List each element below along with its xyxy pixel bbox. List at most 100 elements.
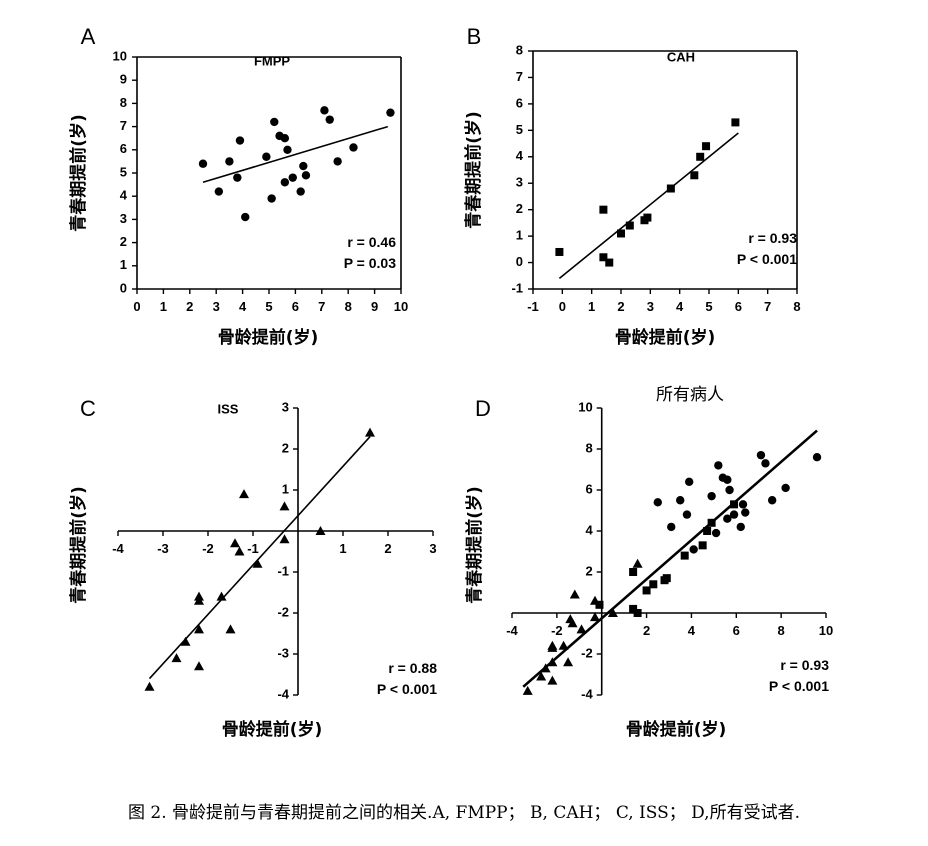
y-tick-label: 3	[282, 399, 289, 414]
x-tick-label: 5	[705, 299, 712, 314]
data-point-square	[696, 152, 705, 161]
stat-label: P < 0.001	[737, 251, 797, 267]
data-point-circle	[325, 115, 334, 124]
data-point-circle	[288, 173, 297, 182]
data-point-triangle	[536, 671, 547, 681]
data-point-circle	[320, 106, 329, 115]
x-tick-label: 3	[213, 299, 220, 314]
data-point-triangle	[239, 489, 249, 499]
y-tick-label: 4	[120, 188, 128, 203]
y-axis-label: 青春期提前(岁)	[68, 114, 89, 232]
data-point-circle	[723, 475, 732, 484]
data-point-circle	[781, 483, 790, 493]
y-tick-label: 5	[120, 164, 127, 179]
stat-label: P < 0.001	[377, 681, 437, 697]
panel-a: A 0 1 2 3 4 5 6 7 8 9 10 0 1 2 3 4 5 6 7 8 9 10 FMPP r = 0.46 P =…	[68, 24, 408, 348]
y-tick-label: 2	[516, 201, 523, 216]
data-point-square	[625, 221, 634, 230]
y-tick-label: -1	[277, 563, 289, 578]
y-tick-label: 3	[516, 175, 523, 190]
stat-label: r = 0.88	[388, 660, 437, 676]
data-point-square	[662, 574, 671, 583]
data-point-triangle	[180, 636, 191, 646]
stat-label: P = 0.03	[344, 255, 397, 271]
data-point-circle	[386, 108, 395, 117]
stat-label: r = 0.93	[748, 230, 797, 246]
x-axis-label: 骨龄提前(岁)	[626, 719, 727, 740]
x-tick-label: -3	[157, 541, 169, 556]
data-point-square	[702, 142, 711, 151]
x-tick-label: 7	[764, 299, 771, 314]
x-tick-label: 4	[676, 299, 684, 314]
y-tick-label: 8	[516, 42, 523, 57]
panel-letter: B	[467, 24, 482, 49]
data-point-triangle	[589, 595, 600, 605]
y-tick-label: 1	[282, 481, 289, 496]
x-tick-label: 4	[688, 623, 696, 638]
y-tick-label: 1	[516, 228, 523, 243]
data-point-square	[629, 604, 638, 613]
x-tick-label: 8	[345, 299, 352, 314]
data-point-triangle	[315, 526, 326, 535]
data-point-triangle	[279, 534, 290, 544]
data-point-circle	[711, 528, 721, 538]
data-point-circle	[270, 117, 279, 127]
x-tick-label: 8	[778, 623, 785, 638]
data-point-circle	[676, 496, 685, 505]
data-point-square	[680, 551, 689, 560]
x-tick-label: -4	[112, 541, 124, 556]
panel-letter: C	[80, 396, 96, 421]
data-point-square	[629, 568, 638, 576]
y-tick-label: 2	[585, 563, 592, 578]
x-tick-label: -2	[202, 541, 214, 556]
data-point-square	[617, 229, 625, 238]
data-point-square	[599, 253, 608, 262]
x-tick-label: 5	[265, 299, 272, 314]
x-tick-label: 2	[384, 541, 391, 556]
data-point-triangle	[279, 501, 290, 511]
y-tick-label: 8	[120, 95, 127, 110]
x-axis-label: 骨龄提前(岁)	[222, 719, 323, 740]
y-axis-label: 青春期提前(岁)	[463, 111, 484, 229]
data-point-circle	[241, 212, 250, 222]
x-tick-label: -1	[527, 299, 539, 314]
data-point-circle	[761, 459, 770, 468]
data-point-triangle	[563, 657, 574, 667]
y-tick-label: 8	[585, 440, 592, 455]
x-tick-label: 10	[819, 623, 833, 638]
x-axis-label: 骨龄提前(岁)	[218, 327, 319, 348]
x-tick-label: 2	[643, 623, 650, 638]
data-point-circle	[283, 145, 292, 154]
data-point-triangle	[216, 591, 227, 601]
stat-label: r = 0.93	[780, 657, 829, 673]
data-point-square	[690, 171, 699, 180]
data-point-circle	[653, 498, 662, 507]
data-point-circle	[235, 136, 245, 145]
data-point-circle	[684, 477, 694, 486]
x-tick-label: 2	[186, 299, 193, 314]
x-tick-label: 0	[133, 299, 140, 314]
y-tick-label: 5	[516, 122, 523, 137]
stat-label: P < 0.001	[769, 678, 829, 694]
data-point-circle	[267, 194, 276, 203]
panel-title: CAH	[667, 49, 695, 64]
data-point-circle	[682, 510, 692, 519]
y-tick-label: 2	[282, 440, 289, 455]
data-point-circle	[280, 178, 290, 187]
data-point-circle	[767, 496, 777, 505]
data-point-triangle	[230, 538, 240, 548]
data-point-triangle	[522, 685, 533, 695]
data-point-circle	[296, 187, 305, 196]
x-tick-label: 2	[617, 299, 624, 314]
panel-letter: A	[81, 24, 96, 49]
x-tick-label: 1	[339, 541, 346, 556]
data-point-circle	[233, 173, 242, 182]
x-tick-label: 4	[239, 299, 247, 314]
data-point-circle	[262, 152, 271, 161]
y-tick-label: 4	[516, 148, 524, 163]
data-point-triangle	[569, 589, 580, 599]
x-tick-label: 6	[292, 299, 299, 314]
panel-title: ISS	[218, 401, 239, 416]
data-point-triangle	[558, 640, 569, 650]
